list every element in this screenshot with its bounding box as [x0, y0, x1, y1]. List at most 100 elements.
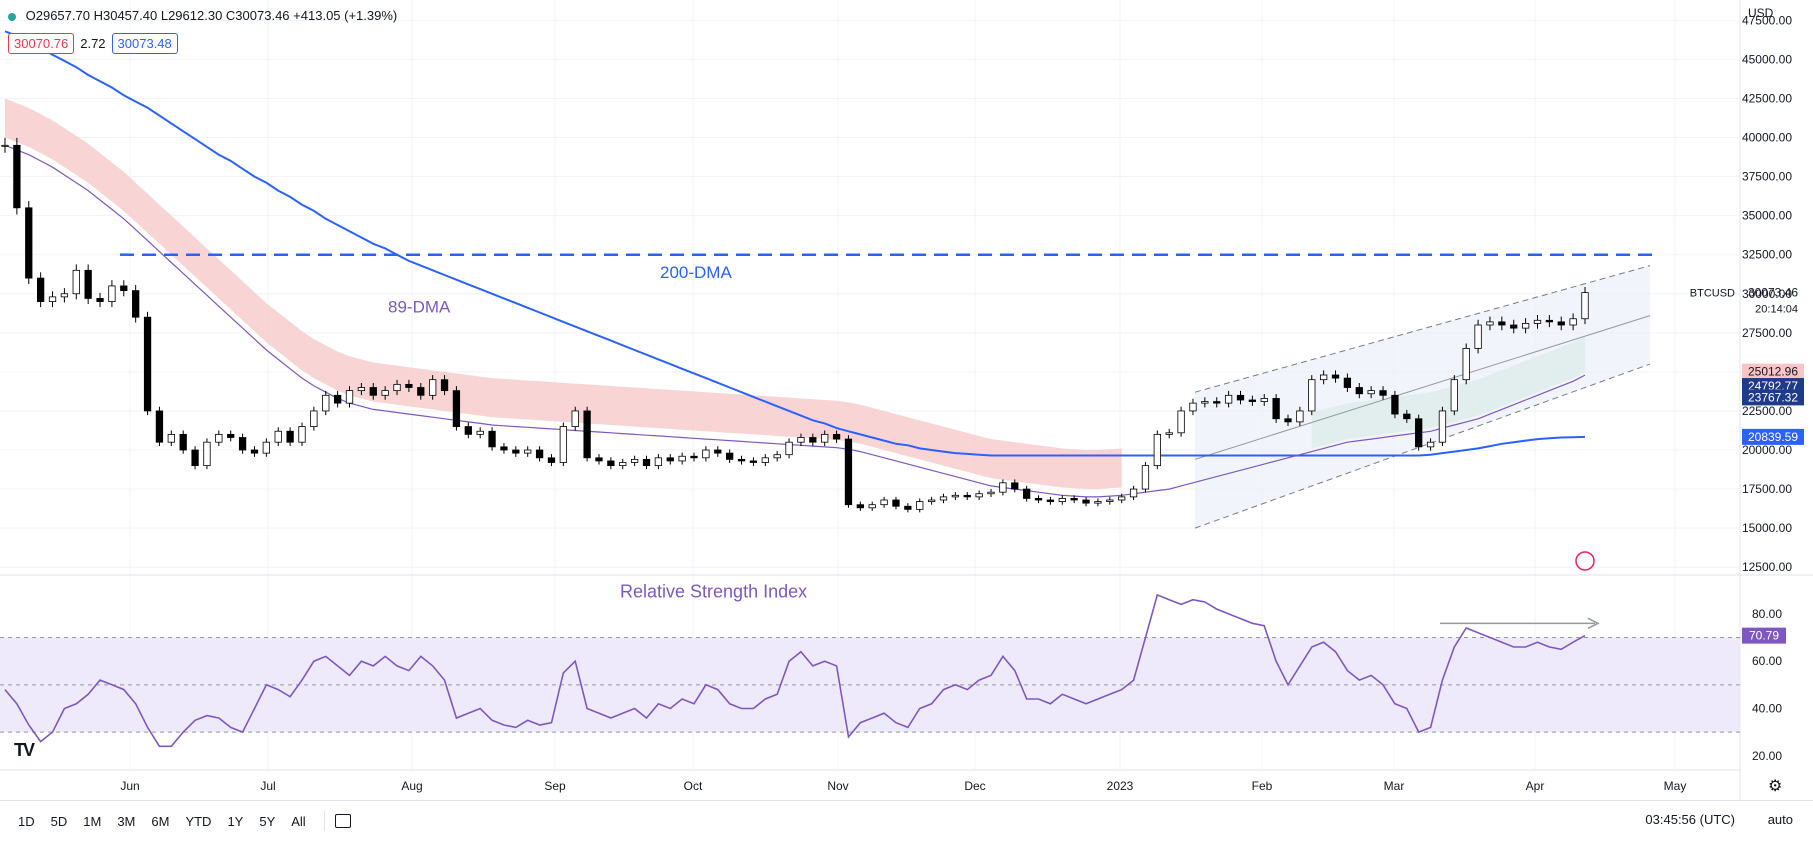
candle-body — [1510, 324, 1518, 329]
candle-body — [1224, 394, 1233, 404]
x-tick-label: Jun — [120, 779, 139, 793]
candle-body — [690, 455, 698, 459]
y-tick-label: 42500.00 — [1742, 91, 1792, 105]
tf-all[interactable]: All — [291, 813, 306, 829]
currency-label[interactable]: USD — [1748, 6, 1774, 20]
candle-body — [1284, 418, 1292, 423]
candle-body — [72, 269, 80, 295]
bid-price[interactable]: 30070.76 — [8, 33, 75, 54]
candle-body — [1082, 499, 1090, 504]
tf-5y[interactable]: 5Y — [259, 813, 276, 829]
spread-value: 2.72 — [80, 36, 106, 51]
candle-body — [60, 293, 69, 298]
y-tick-label: 35000.00 — [1742, 209, 1792, 223]
chart-annotations: 200-DMA 89-DMA — [120, 253, 1655, 571]
candle-body — [1023, 488, 1031, 499]
ohlc-low: L29612.30 — [160, 8, 223, 23]
y-tick-label: 40000.00 — [1742, 131, 1792, 145]
channel-fill — [1195, 265, 1650, 529]
candle-body — [1450, 379, 1458, 412]
x-tick-label: Sep — [544, 779, 566, 793]
price-tag-navy-2-bg — [1742, 389, 1804, 406]
candle-body — [143, 316, 152, 412]
candle-body — [666, 457, 674, 462]
y-tick-label: 12500.00 — [1742, 560, 1792, 574]
candle-body — [108, 285, 116, 302]
tf-5d[interactable]: 5D — [50, 813, 68, 829]
candle-body — [286, 430, 294, 443]
candle-body — [951, 494, 960, 498]
candle-body — [1118, 496, 1126, 501]
rsi-value-bg — [1742, 627, 1786, 644]
price-candles — [1, 137, 1589, 513]
candle-body — [250, 449, 259, 454]
y-tick-label: 22500.00 — [1742, 404, 1792, 418]
candle-body — [630, 458, 639, 463]
candle-body — [963, 494, 971, 498]
candle-body — [1213, 401, 1221, 404]
price-tag-navy-2: 23767.32 — [1748, 390, 1798, 404]
candle-body — [844, 438, 853, 506]
candle-body — [868, 504, 876, 509]
chart-canvas[interactable]: 200-DMA 89-DMA Relative Strength Index 12… — [0, 0, 1813, 800]
candle-body — [381, 390, 389, 396]
timeframe-bar: 1D 5D 1M 3M 6M YTD 1Y 5Y All — [0, 800, 1813, 841]
candle-body — [155, 410, 164, 443]
candle-body — [642, 458, 651, 467]
candle-body — [1391, 394, 1399, 415]
ask-price[interactable]: 30073.48 — [111, 33, 178, 54]
candle-body — [797, 437, 805, 443]
candle-body — [1070, 498, 1078, 501]
tf-6m[interactable]: 6M — [151, 813, 170, 829]
candle-body — [749, 460, 758, 463]
x-tick-label: Nov — [827, 779, 848, 793]
candle-body — [1201, 401, 1209, 404]
candle-body — [832, 433, 841, 440]
candle-body — [36, 277, 45, 302]
candle-body — [1236, 394, 1245, 401]
candle-body — [1355, 387, 1363, 395]
cloud-red-area — [5, 98, 1122, 490]
candle-body — [1486, 321, 1494, 326]
dma89-label: 89-DMA — [388, 298, 451, 317]
tf-ytd[interactable]: YTD — [185, 813, 212, 829]
candle-body — [274, 430, 282, 443]
tf-1y[interactable]: 1Y — [227, 813, 244, 829]
candle-body — [892, 499, 900, 507]
candle-body — [987, 491, 995, 495]
y-tick-label: 32500.00 — [1742, 248, 1792, 262]
candle-body — [238, 437, 247, 451]
candle-body — [785, 441, 793, 456]
time-axis[interactable]: Jun Jul Aug Sep Oct Nov Dec 2023 Feb Mar Apr May — [120, 779, 1686, 793]
candle-body — [333, 394, 342, 404]
price-tag-red: 25012.96 — [1748, 365, 1798, 379]
candle-body — [809, 437, 817, 443]
candle-body — [1533, 319, 1542, 324]
calendar-icon[interactable] — [334, 814, 351, 828]
candle-body — [1415, 418, 1423, 448]
candle-body — [1094, 501, 1102, 504]
candle-body — [1129, 488, 1138, 498]
candle-body — [619, 462, 627, 467]
candle-body — [1557, 321, 1565, 326]
auto-scale-toggle[interactable]: auto — [1767, 812, 1793, 827]
candle-body — [452, 390, 461, 427]
candle-body — [1189, 402, 1197, 412]
utc-clock[interactable]: 03:45:56 (UTC) — [1645, 812, 1735, 827]
bar-countdown: 20:14:04 — [1755, 304, 1798, 316]
candle-body — [1260, 398, 1268, 402]
tf-1d[interactable]: 1D — [18, 813, 35, 829]
candle-body — [512, 449, 520, 454]
candle-body — [547, 457, 556, 463]
candle-body — [1034, 498, 1043, 501]
tf-1m[interactable]: 1M — [83, 813, 102, 829]
candle-body — [1545, 319, 1554, 323]
rsi-tick-label: 80.00 — [1752, 607, 1782, 621]
gear-icon[interactable]: ⚙ — [1768, 778, 1783, 795]
divider — [323, 811, 325, 831]
rsi-tick-label: 20.00 — [1752, 749, 1782, 763]
x-tick-label: Mar — [1384, 779, 1405, 793]
rsi-title: Relative Strength Index — [620, 581, 807, 601]
tf-3m[interactable]: 3M — [117, 813, 136, 829]
candle-body — [310, 410, 318, 427]
